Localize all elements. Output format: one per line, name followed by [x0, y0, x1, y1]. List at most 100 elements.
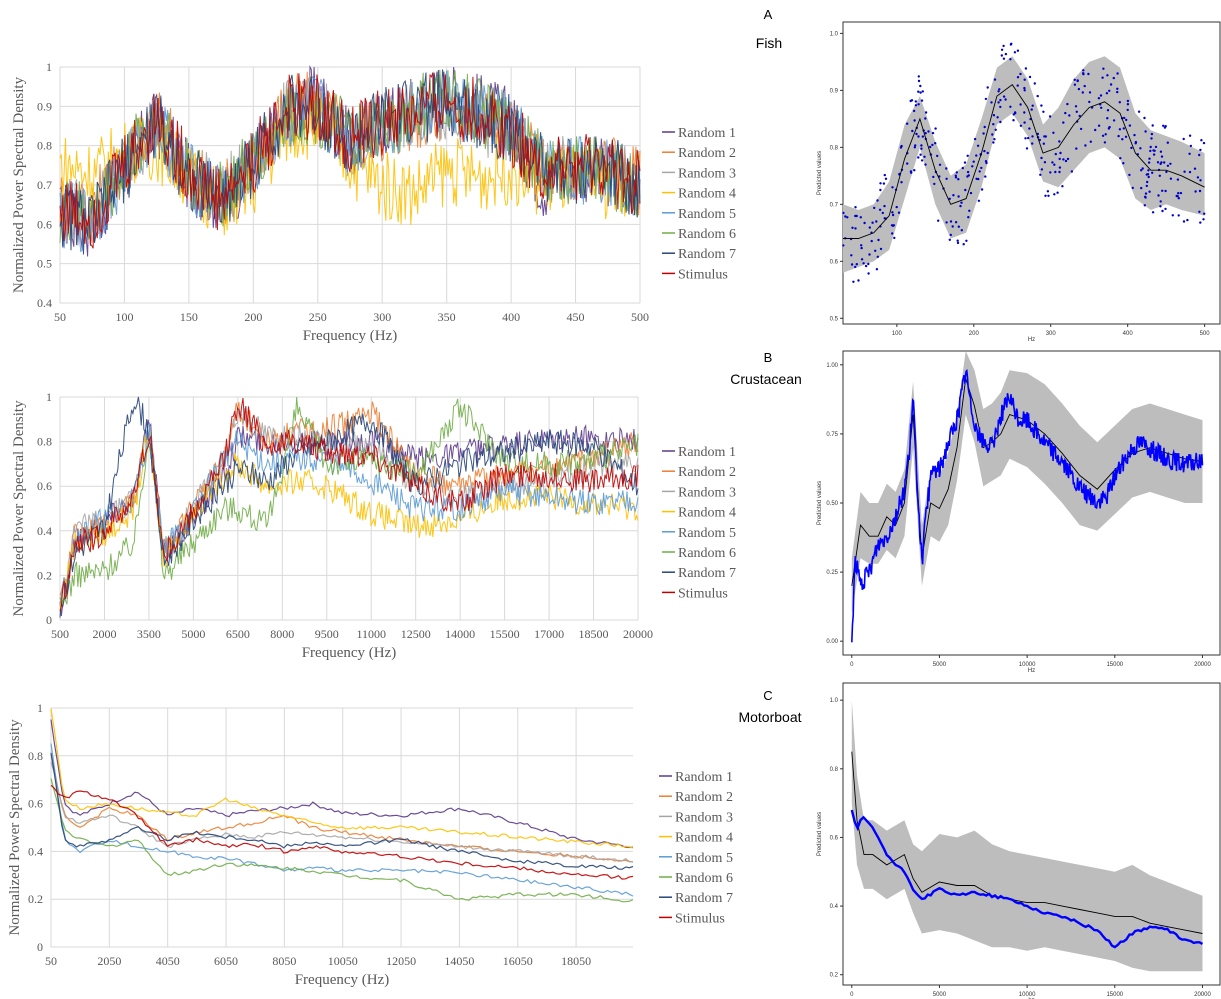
data-point — [1062, 121, 1065, 124]
data-point — [1159, 162, 1162, 166]
data-point — [1159, 200, 1162, 203]
data-point — [1019, 124, 1023, 128]
y-tick-label: 0.6 — [830, 835, 839, 841]
data-point — [893, 236, 896, 240]
data-point — [863, 221, 866, 225]
data-point — [955, 171, 958, 174]
data-point — [1126, 103, 1130, 106]
data-point — [1198, 153, 1201, 157]
x-tick-label: 6050 — [214, 954, 238, 968]
data-point — [1188, 152, 1191, 155]
data-point — [874, 249, 877, 252]
series-line-random-3 — [50, 761, 634, 863]
data-point — [909, 99, 912, 103]
data-point — [1199, 221, 1202, 224]
data-point — [881, 211, 884, 215]
data-point — [931, 131, 935, 135]
data-point — [960, 229, 963, 232]
data-point — [891, 213, 895, 217]
data-point — [1116, 90, 1119, 94]
data-point — [897, 211, 901, 214]
data-point — [1141, 167, 1144, 170]
data-point — [963, 161, 967, 164]
data-point — [1053, 163, 1056, 166]
data-point — [924, 111, 928, 114]
confidence-band — [851, 700, 1203, 972]
data-point — [1147, 161, 1151, 164]
x-tick-label: 100 — [892, 331, 903, 337]
data-point — [920, 159, 924, 162]
data-point — [966, 154, 969, 157]
legend-entry: Stimulus — [675, 911, 725, 926]
x-tick-label: 15000 — [1106, 662, 1123, 668]
x-tick-label: 20000 — [623, 627, 653, 641]
y-tick-label: 0.4 — [830, 904, 839, 910]
data-point — [1130, 146, 1133, 150]
data-point — [842, 211, 845, 215]
data-point — [1043, 161, 1047, 164]
x-tick-label: 50 — [54, 310, 66, 324]
y-tick-label: 0.6 — [830, 259, 839, 265]
data-point — [873, 206, 876, 210]
data-point — [968, 209, 971, 212]
data-point — [934, 127, 937, 130]
data-point — [1054, 170, 1057, 174]
data-point — [977, 199, 981, 202]
series-line-random-3 — [59, 408, 639, 617]
data-point — [1102, 67, 1105, 70]
data-point — [1188, 170, 1192, 174]
legend-entry: Random 5 — [678, 207, 736, 222]
data-point — [1147, 169, 1150, 172]
data-point — [1153, 149, 1156, 152]
y-tick-label: 0.8 — [37, 139, 52, 153]
data-point — [1147, 175, 1150, 179]
data-point — [1019, 72, 1022, 76]
y-tick-label: 1.0 — [830, 698, 839, 704]
data-point — [919, 91, 922, 94]
data-point — [1199, 179, 1202, 182]
data-point — [1193, 167, 1197, 170]
data-point — [984, 97, 988, 101]
data-point — [921, 135, 925, 138]
data-point — [949, 233, 952, 237]
y-tick-label: 0.2 — [830, 973, 839, 979]
data-point — [1064, 111, 1067, 115]
data-point — [1043, 135, 1046, 138]
right-chart-2: C Motorboat 0 5000 10000 15000 20000 0.2 0.4 0.6 0… — [738, 682, 1221, 999]
data-point — [1004, 52, 1008, 56]
legend-entry: Random 6 — [675, 871, 733, 886]
x-tick-label: 5000 — [933, 992, 947, 998]
x-tick-label: 5000 — [933, 662, 947, 668]
data-point — [1188, 134, 1192, 137]
data-point — [976, 144, 980, 147]
data-point — [884, 177, 888, 180]
y-tick-label: 0.25 — [826, 570, 838, 576]
data-point — [1058, 140, 1061, 143]
data-point — [1145, 173, 1149, 176]
series-line-random-7 — [59, 396, 639, 618]
data-point — [1202, 218, 1205, 221]
data-point — [949, 220, 953, 223]
data-point — [1131, 186, 1135, 190]
x-tick-label: 14050 — [444, 954, 474, 968]
data-point — [1000, 48, 1004, 51]
data-point — [1033, 82, 1037, 85]
data-point — [967, 216, 970, 219]
data-point — [1202, 141, 1206, 145]
data-point — [1198, 210, 1201, 213]
y-axis-label: Predicted values — [817, 151, 823, 195]
x-tick-label: 2000 — [92, 627, 116, 641]
data-point — [875, 268, 879, 271]
data-point — [1183, 170, 1186, 173]
x-tick-label: 12500 — [401, 627, 431, 641]
data-point — [945, 167, 948, 170]
data-point — [983, 149, 986, 153]
data-point — [986, 151, 989, 155]
x-tick-label: 9500 — [315, 627, 339, 641]
y-tick-label: 1 — [37, 701, 43, 715]
legend-entry: Random 3 — [675, 810, 733, 825]
data-point — [982, 132, 985, 135]
data-point — [1039, 173, 1042, 176]
data-point — [1048, 115, 1052, 118]
data-point — [957, 178, 960, 181]
